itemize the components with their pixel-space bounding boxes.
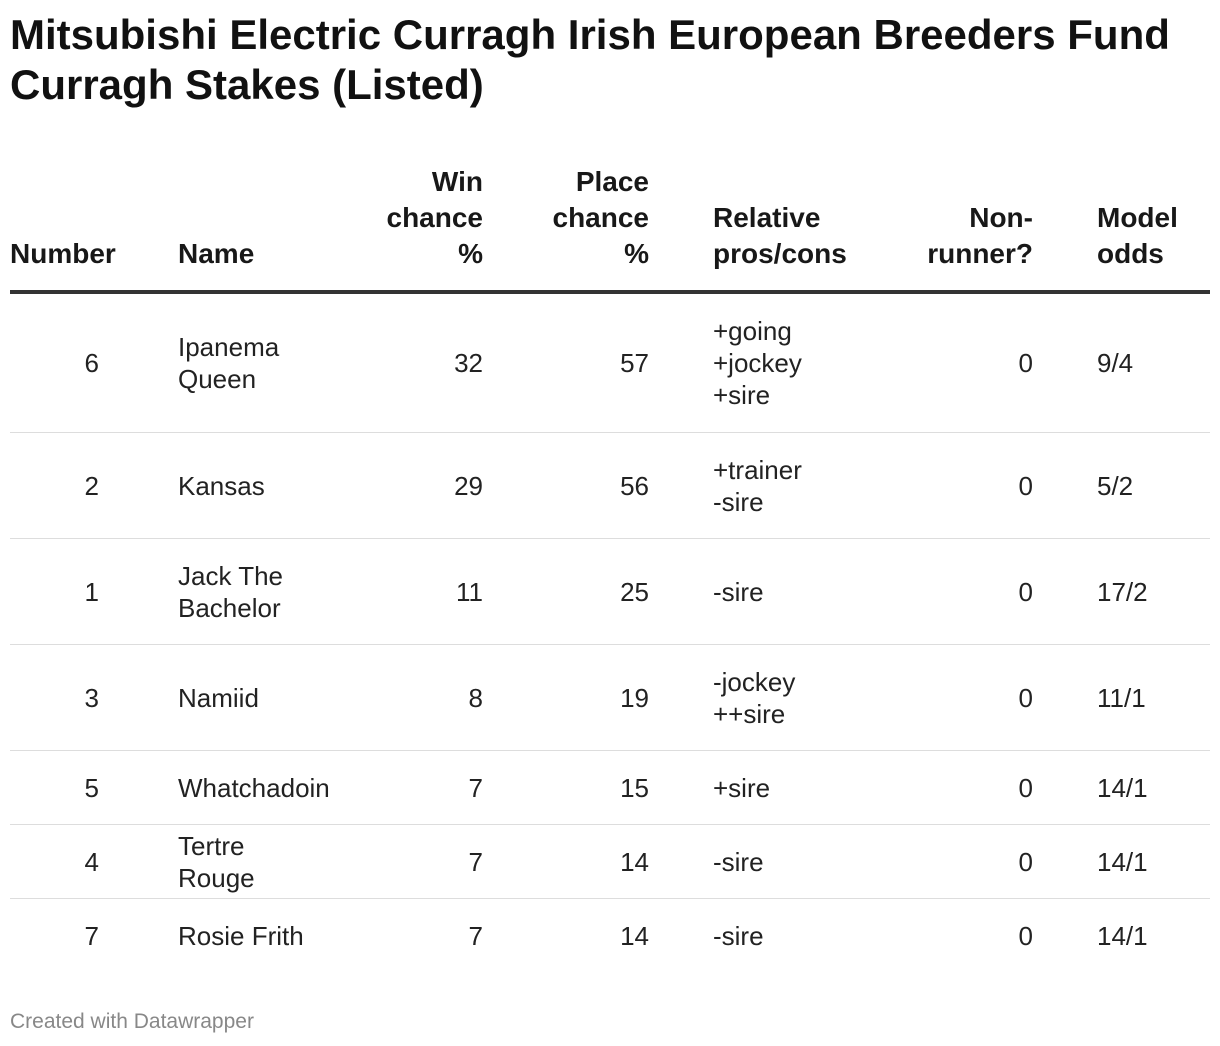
cell-non-runner: 0: [872, 539, 1063, 645]
cell-relative: -sire: [679, 539, 872, 645]
cell-relative: +going +jockey +sire: [679, 292, 872, 433]
cell-place-chance: 57: [513, 292, 679, 433]
column-header-place-chance[interactable]: Placechance%: [513, 164, 679, 292]
runners-table: Number Name Winchance% Placechance% Rela…: [10, 164, 1210, 972]
cell-model-odds: 14/1: [1063, 899, 1210, 973]
cell-model-odds: 14/1: [1063, 751, 1210, 825]
cell-model-odds: 5/2: [1063, 433, 1210, 539]
cell-place-chance: 15: [513, 751, 679, 825]
table-body: 6IpanemaQueen3257+going +jockey +sire09/…: [10, 292, 1210, 972]
cell-non-runner: 0: [872, 292, 1063, 433]
cell-name: IpanemaQueen: [144, 292, 328, 433]
cell-place-chance: 25: [513, 539, 679, 645]
cell-model-odds: 17/2: [1063, 539, 1210, 645]
cell-number: 1: [10, 539, 144, 645]
cell-model-odds: 14/1: [1063, 825, 1210, 899]
cell-non-runner: 0: [872, 825, 1063, 899]
cell-name: Jack TheBachelor: [144, 539, 328, 645]
cell-relative: -sire: [679, 899, 872, 973]
chart-title: Mitsubishi Electric Curragh Irish Europe…: [10, 10, 1200, 110]
table-row: 2Kansas2956+trainer -sire05/2: [10, 433, 1210, 539]
table-row: 6IpanemaQueen3257+going +jockey +sire09/…: [10, 292, 1210, 433]
cell-number: 3: [10, 645, 144, 751]
cell-win-chance: 7: [328, 751, 513, 825]
cell-name: Rosie Frith: [144, 899, 328, 973]
cell-relative: +sire: [679, 751, 872, 825]
table-row: 4Tertre Rouge714-sire014/1: [10, 825, 1210, 899]
cell-name: Tertre Rouge: [144, 825, 328, 899]
cell-model-odds: 11/1: [1063, 645, 1210, 751]
cell-win-chance: 7: [328, 899, 513, 973]
cell-non-runner: 0: [872, 433, 1063, 539]
cell-number: 7: [10, 899, 144, 973]
cell-non-runner: 0: [872, 751, 1063, 825]
cell-relative: -sire: [679, 825, 872, 899]
cell-place-chance: 14: [513, 825, 679, 899]
table-row: 7Rosie Frith714-sire014/1: [10, 899, 1210, 973]
cell-name: Kansas: [144, 433, 328, 539]
cell-win-chance: 11: [328, 539, 513, 645]
cell-number: 5: [10, 751, 144, 825]
cell-place-chance: 56: [513, 433, 679, 539]
cell-name: Namiid: [144, 645, 328, 751]
cell-number: 4: [10, 825, 144, 899]
cell-win-chance: 7: [328, 825, 513, 899]
column-header-relative[interactable]: Relativepros/cons: [679, 164, 872, 292]
cell-number: 2: [10, 433, 144, 539]
cell-relative: -jockey ++sire: [679, 645, 872, 751]
cell-name: Whatchadoin: [144, 751, 328, 825]
cell-win-chance: 8: [328, 645, 513, 751]
column-header-win-chance[interactable]: Winchance%: [328, 164, 513, 292]
column-header-name[interactable]: Name: [144, 164, 328, 292]
cell-win-chance: 29: [328, 433, 513, 539]
cell-number: 6: [10, 292, 144, 433]
header-row: Number Name Winchance% Placechance% Rela…: [10, 164, 1210, 292]
cell-place-chance: 14: [513, 899, 679, 973]
column-header-model-odds[interactable]: Modelodds: [1063, 164, 1210, 292]
cell-relative: +trainer -sire: [679, 433, 872, 539]
datawrapper-credit: Created with Datawrapper: [10, 1010, 254, 1034]
cell-win-chance: 32: [328, 292, 513, 433]
table-row: 5Whatchadoin715+sire014/1: [10, 751, 1210, 825]
cell-place-chance: 19: [513, 645, 679, 751]
table-row: 1Jack TheBachelor1125-sire017/2: [10, 539, 1210, 645]
column-header-non-runner[interactable]: Non-runner?: [872, 164, 1063, 292]
cell-non-runner: 0: [872, 645, 1063, 751]
cell-non-runner: 0: [872, 899, 1063, 973]
column-header-number[interactable]: Number: [10, 164, 144, 292]
table-row: 3Namiid819-jockey ++sire011/1: [10, 645, 1210, 751]
cell-model-odds: 9/4: [1063, 292, 1210, 433]
